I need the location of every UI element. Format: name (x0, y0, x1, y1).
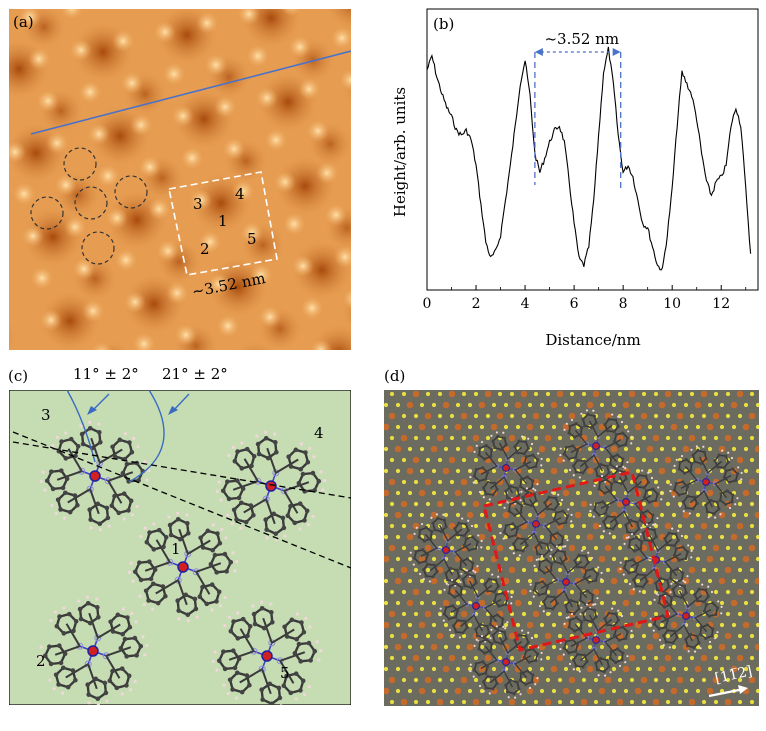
cell-number-4: 4 (235, 185, 245, 203)
angle-label-21: 21° ± 2° (162, 365, 228, 383)
x-tick-label-4: 4 (521, 296, 530, 312)
panel-a-label: (a) (13, 13, 34, 31)
dashed-axis-1 (12, 431, 352, 569)
cell-number-3: 3 (193, 195, 203, 213)
x-axis-label: Distance/nm (545, 331, 640, 349)
molecular-model-d: [11̅2] (376, 390, 762, 706)
plot-frame (426, 8, 759, 291)
panel-b-label: (b) (433, 15, 454, 33)
profile-line (30, 50, 352, 135)
molecule-number-5: 5 (280, 664, 290, 682)
molecule-number-1: 1 (171, 540, 181, 558)
x-tick-label-8: 8 (619, 296, 628, 312)
x-tick-label-6: 6 (570, 296, 579, 312)
x-tick-label-10: 10 (663, 296, 681, 312)
stm-image-a: 3 4 1 2 5 ~3.52 nm (0, 0, 436, 435)
dashed-circles (30, 147, 148, 265)
dashed-axis-2 (12, 441, 352, 499)
cell-number-5: 5 (247, 230, 257, 248)
x-tick-label-12: 12 (712, 296, 730, 312)
height-profile-line (426, 46, 752, 271)
panel-c: 3 4 1 2 5 (8, 389, 352, 712)
annotation-text: ~3.52 nm (544, 30, 619, 48)
line-profile-chart: 0 2 4 6 8 10 12 ~3.52 nm Height/arb. units Dis… (391, 8, 759, 349)
molecule-number-4: 4 (314, 424, 324, 442)
cell-number-2: 2 (200, 240, 210, 258)
panel-b: 0 2 4 6 8 10 12 ~3.52 nm Height/arb. units Dis… (385, 0, 766, 360)
y-axis-label: Height/arb. units (391, 87, 409, 217)
molecule-number-3: 3 (41, 406, 51, 424)
molecule-number-2: 2 (36, 652, 46, 670)
molecular-model-c: 3 4 1 2 5 (8, 389, 352, 712)
panel-a: 3 4 1 2 5 ~3.52 nm (a) (0, 0, 436, 435)
panel-c-label: (c) (8, 367, 29, 385)
direction-label: [11̅2] (714, 663, 754, 686)
unit-cell-box (168, 171, 278, 276)
red-unit-cell (482, 470, 670, 652)
panel-d-label: (d) (384, 367, 406, 385)
angle-label-11: 11° ± 2° (73, 365, 139, 383)
x-tick-label-0: 0 (423, 296, 432, 312)
x-tick-label-2: 2 (472, 296, 481, 312)
direction-arrow (708, 685, 748, 698)
panel-d: [11̅2] (376, 390, 762, 706)
cell-number-1: 1 (218, 212, 228, 230)
